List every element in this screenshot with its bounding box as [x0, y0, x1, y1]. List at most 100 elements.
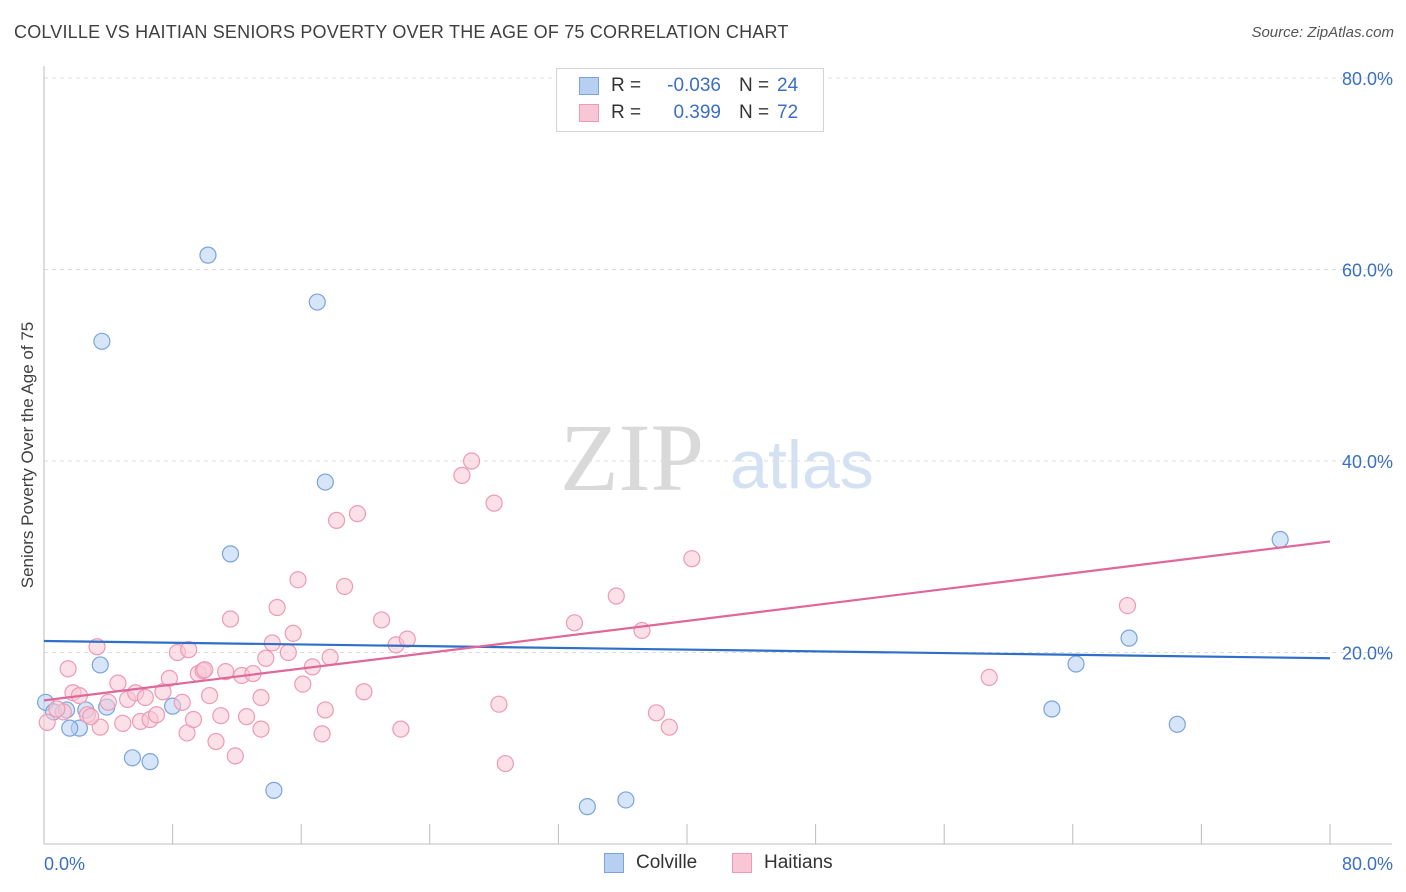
haitians-swatch [579, 104, 599, 122]
colville-point [1271, 530, 1289, 549]
r-value: 0.399 [673, 102, 721, 123]
colville-point [91, 656, 109, 674]
y-tick-label: 20.0% [1342, 644, 1393, 664]
haitians-point [398, 630, 416, 648]
y-tick-label: 60.0% [1342, 261, 1393, 281]
y-tick-label: 80.0% [1342, 69, 1393, 89]
haitians-point [327, 511, 346, 529]
watermark: ZIP atlas [560, 404, 874, 511]
colville-swatch [604, 853, 624, 873]
haitians-point [252, 688, 270, 707]
watermark-atlas: atlas [730, 427, 874, 503]
legend-label-colville: Colville [636, 852, 698, 873]
haitians-point [490, 695, 508, 713]
haitians-point [38, 713, 56, 731]
colville-point [308, 293, 326, 311]
haitians-point [607, 587, 625, 605]
haitians-point [82, 708, 100, 726]
haitians-point [392, 720, 410, 738]
r-label: R = [611, 75, 642, 96]
stats-legend: R = -0.036 N = 24 R = 0.399 N = 72 [556, 68, 824, 132]
haitians-point [200, 686, 219, 705]
colville-trend-line [43, 639, 1331, 660]
colville-point [123, 749, 142, 767]
haitians-point [1118, 596, 1137, 615]
legend-row-haitians: R = 0.399 N = 72 [579, 102, 798, 124]
legend-item-haitians[interactable]: Haitians [732, 852, 833, 874]
legend-item-colville[interactable]: Colville [604, 852, 697, 874]
legend-label-haitians: Haitians [764, 852, 833, 873]
colville-point [141, 753, 159, 771]
haitians-point [453, 466, 471, 484]
haitians-point [114, 714, 132, 732]
haitians-point [196, 661, 214, 679]
colville-point [1168, 715, 1186, 733]
colville-point [1120, 629, 1138, 647]
haitians-point [48, 700, 66, 718]
haitians-point [348, 505, 367, 523]
colville-point [1067, 655, 1085, 673]
colville-point [578, 798, 596, 816]
haitians-point [207, 732, 225, 751]
grid-lines [44, 77, 1392, 653]
source-label: Source: ZipAtlas.com [1251, 24, 1394, 41]
haitians-point [91, 718, 109, 736]
trend-lines [43, 540, 1331, 702]
haitians-point [180, 641, 198, 659]
haitians-point [237, 708, 256, 726]
series-legend: Colville Haitians [0, 852, 1406, 876]
n-label: N = [739, 75, 770, 96]
haitians-point [147, 706, 166, 724]
haitians-point [683, 550, 701, 568]
haitians-point [313, 725, 331, 743]
haitians-point [462, 452, 481, 470]
haitians-point [99, 693, 117, 711]
watermark-zip: ZIP [560, 404, 704, 511]
haitians-point [316, 701, 334, 719]
haitians-point [980, 668, 998, 686]
haitians-point [221, 610, 240, 628]
colville-point [199, 246, 217, 264]
axes [43, 66, 1392, 845]
colville-point [93, 332, 111, 350]
haitians-point [355, 683, 373, 701]
haitians-trend-line [43, 540, 1331, 702]
colville-point [617, 791, 635, 809]
haitians-point [173, 693, 191, 711]
chart-title: COLVILLE VS HAITIAN SENIORS POVERTY OVER… [14, 22, 789, 42]
x-tick-label: 0.0% [44, 854, 85, 874]
haitians-point [496, 754, 514, 773]
y-tick-label: 40.0% [1342, 452, 1393, 472]
haitians-point [289, 571, 307, 589]
haitians-point [160, 669, 178, 687]
haitians-point [336, 577, 354, 596]
x-tick-label: 80.0% [1342, 854, 1393, 874]
data-points [37, 246, 1289, 816]
haitians-point [257, 649, 275, 667]
haitians-point [217, 663, 235, 681]
haitians-point [279, 643, 297, 662]
haitians-point [284, 624, 302, 642]
n-label: N = [739, 102, 770, 123]
haitians-point [252, 720, 270, 738]
haitians-point [647, 704, 666, 722]
haitians-point [294, 675, 312, 693]
colville-point [1043, 700, 1061, 718]
haitians-point [372, 611, 391, 629]
haitians-point [109, 674, 127, 692]
haitians-point [565, 614, 584, 632]
n-value: 72 [777, 102, 799, 123]
colville-point [221, 545, 240, 563]
haitians-point [184, 710, 203, 729]
colville-point [61, 719, 79, 737]
haitians-point [59, 660, 77, 678]
colville-point [265, 781, 283, 799]
haitians-point [212, 707, 230, 725]
tick-labels: 20.0% 40.0% 60.0% 80.0% 0.0% 80.0% [44, 69, 1393, 874]
colville-swatch [579, 77, 599, 95]
haitians-point [660, 718, 678, 736]
r-label: R = [611, 102, 642, 123]
haitians-point [268, 598, 286, 617]
haitians-point [485, 494, 503, 512]
